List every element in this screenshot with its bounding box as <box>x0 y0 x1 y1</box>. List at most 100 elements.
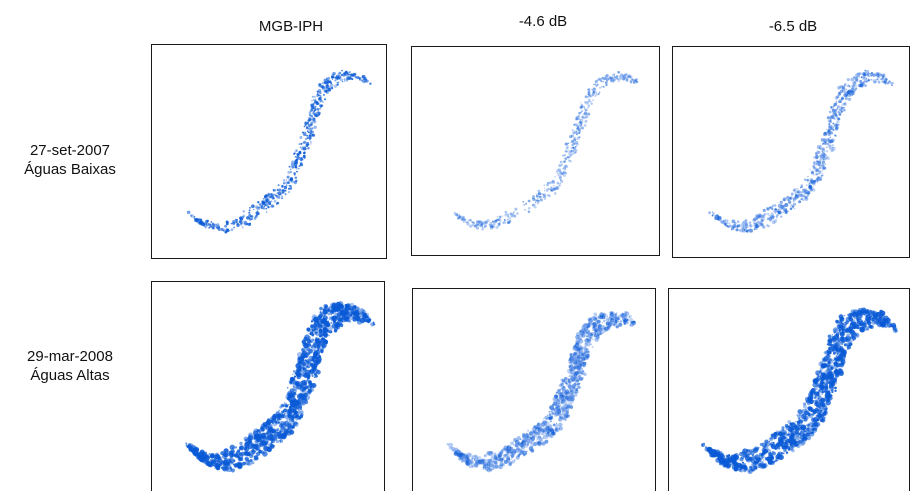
water-pixel <box>870 317 875 322</box>
water-pixel <box>798 417 801 420</box>
water-pixel <box>241 226 244 229</box>
water-pixel <box>572 389 576 393</box>
water-pixel <box>329 302 336 308</box>
water-pixel <box>289 421 295 427</box>
water-pixel <box>304 134 306 136</box>
water-pixel <box>632 80 636 83</box>
water-pixel <box>327 76 331 80</box>
water-pixel <box>307 124 311 127</box>
water-pixel <box>818 389 821 392</box>
water-pixel <box>613 324 615 326</box>
water-pixel <box>572 145 574 147</box>
water-pixel <box>454 450 458 455</box>
water-pixel <box>587 88 590 91</box>
water-pixel <box>847 97 852 101</box>
water-pixel <box>857 72 861 76</box>
water-pixel <box>341 80 344 83</box>
water-pixel <box>819 414 825 419</box>
water-pixel <box>289 168 292 171</box>
water-pixel <box>282 182 286 185</box>
water-pixel <box>599 86 602 89</box>
water-pixel <box>244 441 249 446</box>
water-pixel <box>882 73 886 77</box>
water-pixel <box>551 431 556 436</box>
water-pixel <box>863 76 866 79</box>
water-pixel <box>564 149 567 152</box>
water-pixel <box>779 201 782 203</box>
water-pixel <box>610 313 614 318</box>
water-pixel <box>295 393 297 396</box>
water-pixel <box>824 163 827 166</box>
water-pixel <box>835 100 838 103</box>
water-pixel <box>331 309 334 313</box>
water-pixel <box>310 143 312 145</box>
water-pixel <box>294 176 298 180</box>
water-pixel <box>492 225 495 229</box>
water-pixel <box>584 95 588 99</box>
water-pixel <box>740 456 745 460</box>
water-pixel <box>605 317 610 322</box>
water-pixel <box>809 430 811 433</box>
water-pixel <box>782 204 785 207</box>
water-pixel <box>594 333 597 335</box>
water-pixel <box>786 195 790 200</box>
water-pixel <box>321 334 323 337</box>
water-pixel <box>800 186 802 189</box>
water-pixel <box>230 228 234 232</box>
water-pixel <box>276 188 279 191</box>
water-pixel <box>549 434 554 439</box>
water-pixel <box>840 106 842 109</box>
water-pixel <box>587 91 591 95</box>
water-pixel <box>812 188 816 192</box>
water-pixel <box>836 346 842 352</box>
water-pixel <box>797 193 801 197</box>
water-pixel <box>525 438 531 444</box>
water-pixel <box>555 391 558 394</box>
water-pixel <box>784 440 788 444</box>
water-pixel <box>473 221 475 224</box>
water-pixel <box>595 80 598 82</box>
water-pixel <box>286 396 291 401</box>
water-pixel <box>298 408 300 410</box>
water-pixel <box>290 178 292 180</box>
water-pixel <box>616 77 619 81</box>
water-pixel <box>299 407 303 411</box>
water-pixel <box>328 334 330 337</box>
water-pixel <box>351 78 354 81</box>
water-pixel <box>226 221 230 224</box>
water-pixel <box>804 415 807 417</box>
row-label-low: 27-set-2007 Águas Baixas <box>5 141 135 179</box>
water-pixel <box>582 370 585 373</box>
water-pixel <box>263 205 266 208</box>
water-pixel <box>832 129 835 131</box>
water-pixel <box>315 114 319 117</box>
water-pixel <box>248 213 251 217</box>
water-pixel <box>757 447 760 449</box>
water-pixel <box>838 354 843 360</box>
water-pixel <box>572 134 574 136</box>
water-pixel <box>829 136 832 139</box>
water-pixel <box>764 441 771 447</box>
water-pixel <box>615 74 619 78</box>
water-pixel <box>837 368 842 373</box>
water-pixel <box>193 450 199 455</box>
water-pixel <box>770 215 775 220</box>
water-pixel <box>533 425 537 429</box>
water-pixel <box>295 362 302 369</box>
water-pixel <box>833 364 839 370</box>
water-pixel <box>584 354 590 359</box>
water-pixel <box>319 320 322 323</box>
water-pixel <box>465 221 468 223</box>
water-pixel <box>873 322 876 324</box>
water-pixel <box>838 113 842 116</box>
water-pixel <box>574 123 578 127</box>
water-pixel <box>818 161 821 164</box>
water-pixel <box>460 218 464 222</box>
water-pixel <box>568 372 571 374</box>
water-pixel <box>251 461 255 465</box>
water-pixel <box>325 81 328 84</box>
water-pixel <box>307 349 309 351</box>
water-pixel <box>234 446 238 449</box>
water-pixel <box>311 99 313 102</box>
water-pixel <box>813 396 817 399</box>
